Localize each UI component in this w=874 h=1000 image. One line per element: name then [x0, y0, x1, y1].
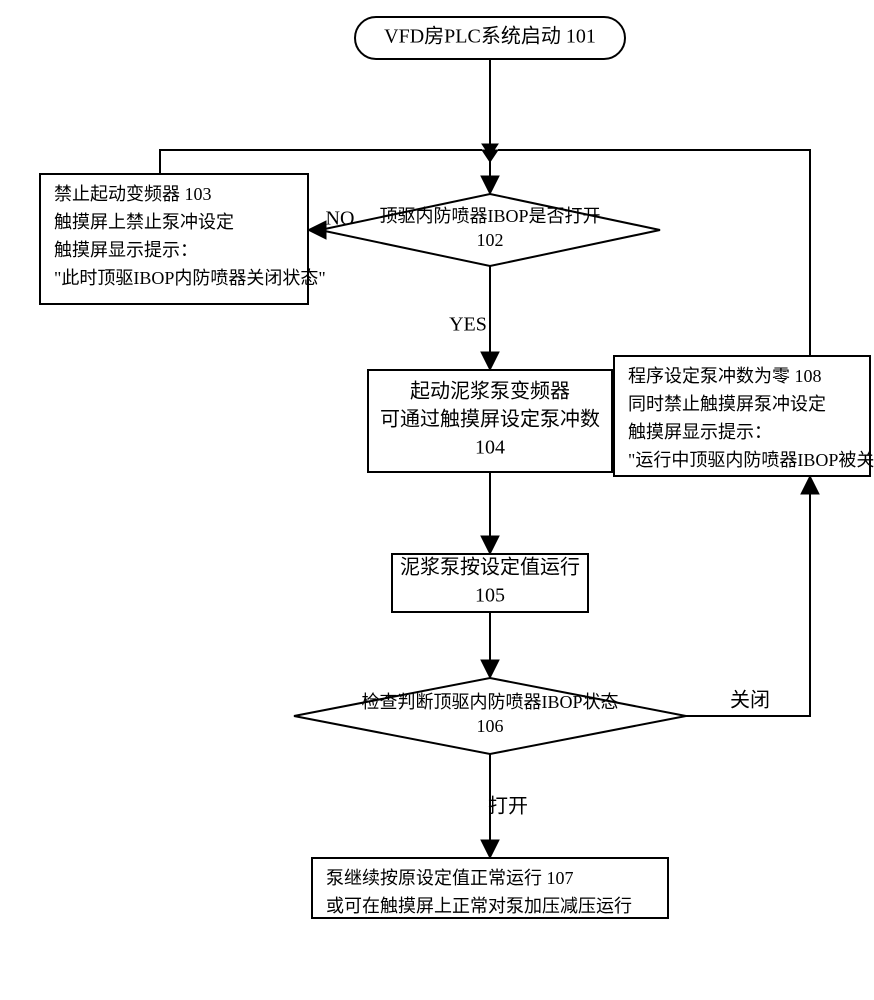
svg-text:触摸屏显示提示：: 触摸屏显示提示： [628, 422, 772, 442]
edge-label-yes: YES [449, 314, 487, 336]
node-n101: VFD房PLC系统启动 101 [355, 17, 625, 59]
svg-text:VFD房PLC系统启动 101: VFD房PLC系统启动 101 [384, 25, 596, 48]
node-n107: 泵继续按原设定值正常运行 107 或可在触摸屏上正常对泵加压减压运行 [312, 858, 668, 918]
node-n108: 程序设定泵冲数为零 108 同时禁止触摸屏泵冲设定触摸屏显示提示： "运行中顶驱内防… [614, 356, 874, 476]
node-n106: 检查判断顶驱内防喷器IBOP状态 106 [294, 678, 686, 754]
svg-text:禁止起动变频器 103: 禁止起动变频器 103 [54, 184, 212, 204]
svg-text:"此时顶驱IBOP内防喷器关闭状态": "此时顶驱IBOP内防喷器关闭状态" [54, 268, 326, 288]
svg-text:同时禁止触摸屏泵冲设定: 同时禁止触摸屏泵冲设定 [628, 394, 826, 414]
svg-text:检查判断顶驱内防喷器IBOP状态: 检查判断顶驱内防喷器IBOP状态 [361, 692, 618, 712]
svg-text:105: 105 [475, 585, 505, 607]
edge-label-close: 关闭 [730, 689, 770, 712]
svg-text:顶驱内防喷器IBOP是否打开: 顶驱内防喷器IBOP是否打开 [379, 206, 600, 226]
svg-text:触摸屏显示提示：: 触摸屏显示提示： [54, 240, 198, 260]
node-n105: 泥浆泵按设定值运行 105 [392, 554, 588, 612]
svg-text:可通过触摸屏设定泵冲数: 可通过触摸屏设定泵冲数 [380, 408, 600, 431]
svg-text:泵继续按原设定值正常运行 107: 泵继续按原设定值正常运行 107 [326, 868, 574, 888]
node-n104: 起动泥浆泵变频器可通过触摸屏设定泵冲数 104 [368, 370, 612, 472]
svg-text:或可在触摸屏上正常对泵加压减压运行: 或可在触摸屏上正常对泵加压减压运行 [326, 896, 632, 916]
node-n102: 顶驱内防喷器IBOP是否打开 102 [320, 194, 660, 266]
edge-label-no: NO [326, 208, 355, 230]
flowchart-canvas: VFD房PLC系统启动 101 顶驱内防喷器IBOP是否打开 102 禁止起动变频器 … [0, 0, 874, 1000]
svg-text:106: 106 [477, 716, 504, 736]
edge-label-open: 打开 [488, 795, 528, 818]
svg-text:104: 104 [475, 437, 505, 459]
svg-text:触摸屏上禁止泵冲设定: 触摸屏上禁止泵冲设定 [54, 212, 234, 232]
svg-text:102: 102 [477, 230, 504, 250]
svg-text:起动泥浆泵变频器: 起动泥浆泵变频器 [410, 380, 570, 403]
node-n103: 禁止起动变频器 103 触摸屏上禁止泵冲设定触摸屏显示提示： "此时顶驱IBOP内防… [40, 174, 326, 304]
svg-text:"运行中顶驱内防喷器IBOP被关闭": "运行中顶驱内防喷器IBOP被关闭" [628, 450, 874, 470]
svg-text:泥浆泵按设定值运行: 泥浆泵按设定值运行 [400, 556, 580, 579]
svg-text:程序设定泵冲数为零 108: 程序设定泵冲数为零 108 [628, 366, 822, 386]
